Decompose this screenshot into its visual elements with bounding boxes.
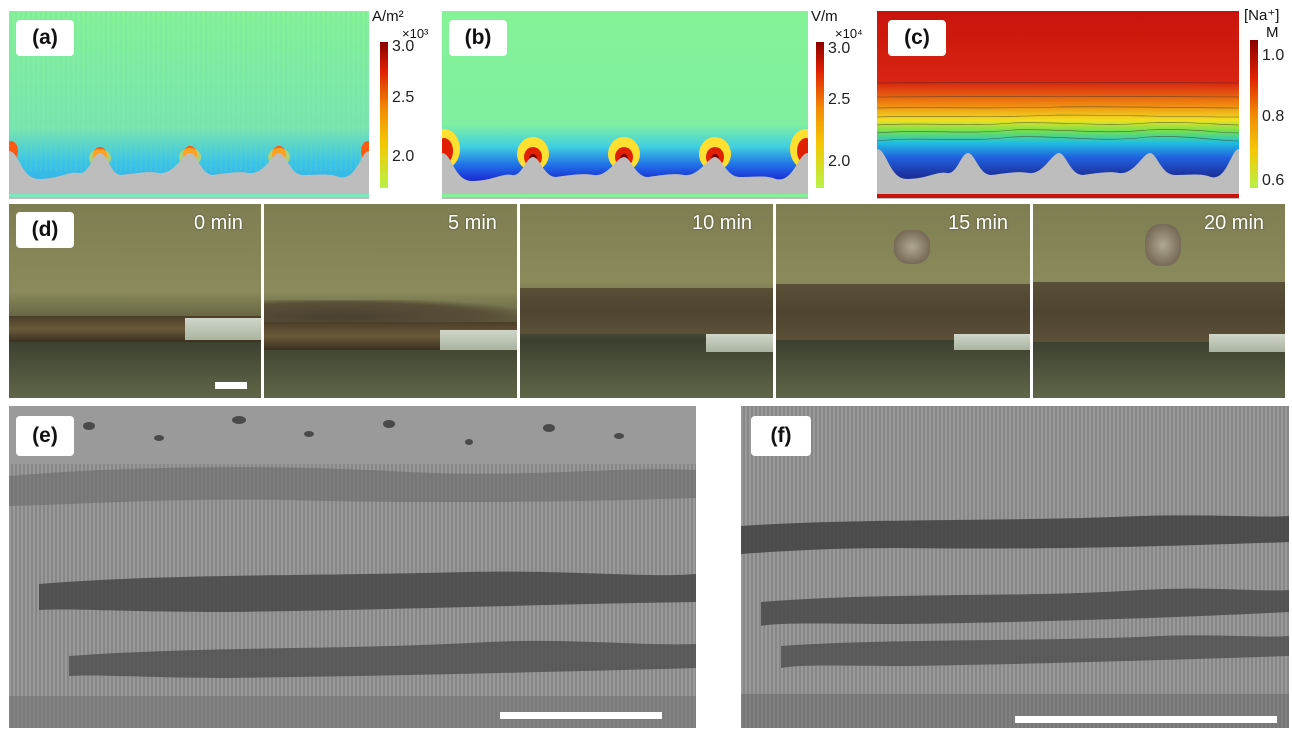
panel-a-label: (a): [16, 20, 74, 56]
panel-b-tick-top: 3.0: [828, 40, 851, 57]
scale-bar-e: [500, 712, 662, 719]
sem-cross-section-f: [741, 406, 1289, 728]
time-20-label: 20 min: [1204, 212, 1265, 234]
panel-e-label: (e): [16, 416, 74, 456]
time-5-label: 5 min: [448, 212, 497, 234]
bright-glass-region: [440, 330, 517, 350]
deposit-layer: [776, 284, 1030, 340]
sem-cross-section-e: [9, 406, 696, 728]
floating-dendrite: [894, 230, 930, 264]
scale-bar-f: [1015, 716, 1277, 723]
bright-glass-region: [1209, 334, 1285, 352]
deposit-layer: [520, 288, 773, 334]
panel-c-unit: [Na⁺]: [1244, 7, 1280, 24]
panel-a-colorbar: [380, 42, 388, 188]
panel-a-unit: A/m²: [372, 8, 404, 25]
panel-a-tick-top: 3.0: [392, 38, 415, 55]
panel-b-tick-mid: 2.5: [828, 91, 851, 108]
deposit-layer: [1033, 282, 1285, 342]
floating-dendrite: [1145, 224, 1181, 266]
panel-c-concentration: [877, 11, 1239, 199]
panel-c-tick-mid: 0.8: [1262, 108, 1285, 125]
panel-d-frame-3: [776, 204, 1030, 398]
panel-b-unit: V/m: [811, 8, 838, 25]
time-10-label: 10 min: [692, 212, 753, 234]
panel-b-tick-bottom: 2.0: [828, 153, 851, 170]
panel-d-label: (d): [16, 212, 74, 248]
panel-b-exponent: ×10⁴: [835, 26, 863, 41]
panel-a-tick-bottom: 2.0: [392, 148, 415, 165]
panel-c-colorbar: [1250, 40, 1258, 188]
panel-a-tick-mid: 2.5: [392, 89, 415, 106]
panel-d-frame-4: [1033, 204, 1285, 398]
time-0-label: 0 min: [194, 212, 243, 234]
bright-glass-region: [954, 334, 1030, 350]
panel-b-colorbar: [816, 42, 824, 188]
panel-d-frame-1: [264, 204, 517, 398]
panel-e-sem-image: [9, 406, 696, 728]
panel-c-unit-molar: M: [1266, 24, 1279, 41]
bright-glass-region: [185, 318, 261, 340]
panel-c-tick-bottom: 0.6: [1262, 172, 1285, 189]
panel-b-label: (b): [449, 20, 507, 56]
panel-a-exponent: ×10³: [402, 26, 429, 41]
panel-f-label: (f): [751, 416, 811, 456]
time-15-label: 15 min: [948, 212, 1009, 234]
sodium-concentration-map: [877, 11, 1239, 199]
panel-c-label: (c): [888, 20, 946, 56]
panel-f-sem-image: [741, 406, 1289, 728]
scale-bar: [215, 382, 247, 389]
panel-c-tick-top: 1.0: [1262, 47, 1285, 64]
bright-glass-region: [706, 334, 773, 352]
panel-d-frame-2: [520, 204, 773, 398]
